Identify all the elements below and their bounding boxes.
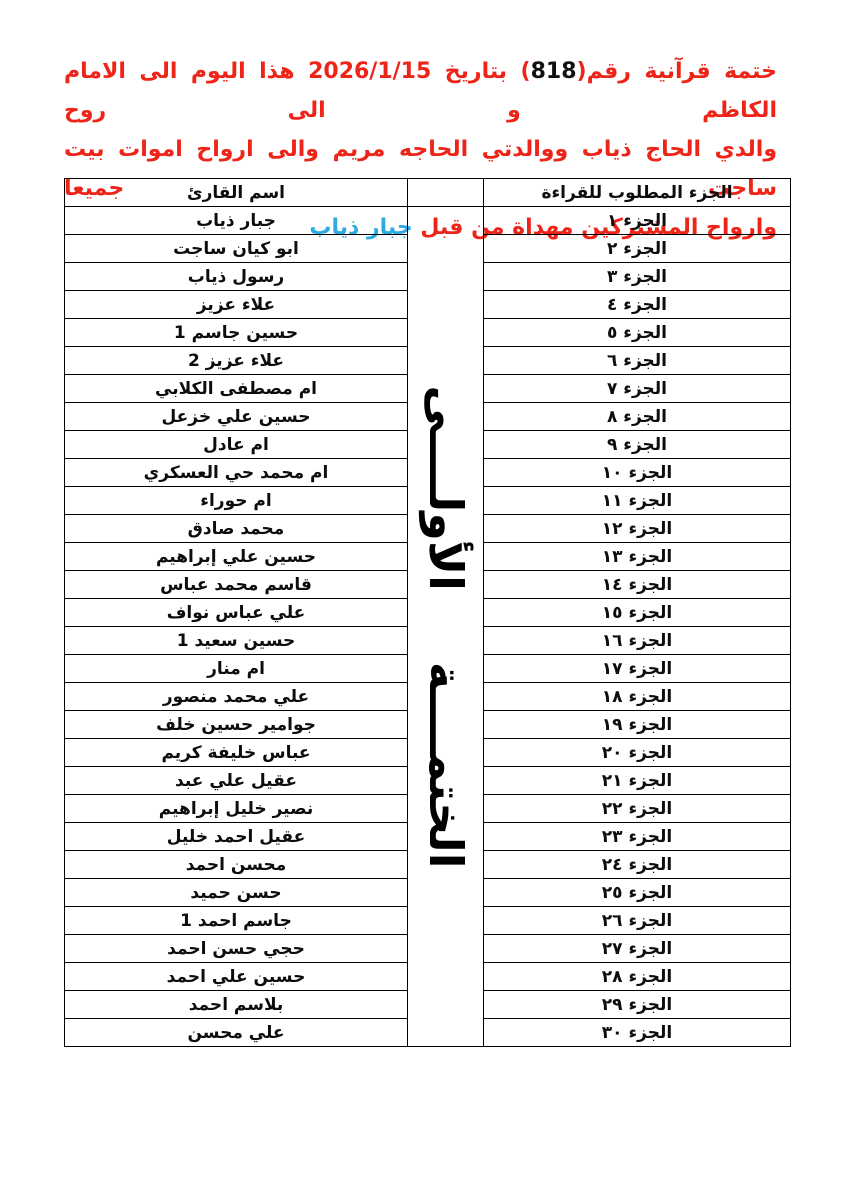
table-row: الجزء ٢٩ بلاسم احمد (64, 990, 791, 1019)
dedication-segment: ختمة قرآنية رقم( (576, 59, 777, 84)
juz-cell: الجزء ٢٦ (483, 906, 791, 935)
juz-cell: الجزء ٣٠ (483, 1018, 791, 1047)
juz-cell: الجزء ١٣ (483, 542, 791, 571)
table-row: الجزء ١١ ام حوراء (64, 486, 791, 515)
juz-cell: الجزء ١٨ (483, 682, 791, 711)
reader-name-cell: ام عادل (64, 430, 408, 459)
reader-name-cell: حسن حميد (64, 878, 408, 907)
reader-name-cell: ام محمد حي العسكري (64, 458, 408, 487)
juz-cell: الجزء ٢٢ (483, 794, 791, 823)
reader-name-cell: حسين علي احمد (64, 962, 408, 991)
table-row: الجزء ١ الختمــــة الأولــــى جبار ذياب (64, 206, 791, 1047)
table-row: الجزء ٢٣ عقيل احمد خليل (64, 822, 791, 851)
table-row: الجزء ٢٤ محسن احمد (64, 850, 791, 879)
table-row: الجزء ٢٨ حسين علي احمد (64, 962, 791, 991)
reader-name-cell: عباس خليفة كريم (64, 738, 408, 767)
table-row: الجزء ٧ ام مصطفى الكلابي (64, 374, 791, 403)
khatma-column-cell: الختمــــة الأولــــى (407, 206, 484, 1047)
table-row: الجزء ١٢ محمد صادق (64, 514, 791, 543)
table-row: الجزء ٢٦ جاسم احمد 1 (64, 906, 791, 935)
juz-cell: الجزء ٨ (483, 402, 791, 431)
table-row: الجزء ١٩ جوامير حسين خلف (64, 710, 791, 739)
juz-cell: الجزء ٦ (483, 346, 791, 375)
reader-name-cell: عقيل احمد خليل (64, 822, 408, 851)
juz-cell: الجزء ١٢ (483, 514, 791, 543)
juz-cell: الجزء ١٤ (483, 570, 791, 599)
table-row: الجزء ٢٧ حجي حسن احمد (64, 934, 791, 963)
dedication-line: ختمة قرآنية رقم(818) بتاريخ 2026/1/15 هذ… (64, 52, 777, 130)
juz-cell: الجزء ٩ (483, 430, 791, 459)
juz-cell: الجزء ٥ (483, 318, 791, 347)
juz-cell: الجزء ١٩ (483, 710, 791, 739)
reader-name-cell: حسين علي إبراهيم (64, 542, 408, 571)
juz-cell: الجزء ٧ (483, 374, 791, 403)
reader-name-cell: رسول ذياب (64, 262, 408, 291)
table-row: الجزء ١٨ علي محمد منصور (64, 682, 791, 711)
khatma-column-header (407, 178, 484, 207)
reader-name-cell: علاء عزيز (64, 290, 408, 319)
reader-name-cell: نصير خليل إبراهيم (64, 794, 408, 823)
juz-cell: الجزء ٢٧ (483, 934, 791, 963)
reader-name-cell: حسين علي خزعل (64, 402, 408, 431)
reader-name-cell: جاسم احمد 1 (64, 906, 408, 935)
table-row: الجزء ١٥ علي عباس نواف (64, 598, 791, 627)
reader-name-cell: ابو كيان ساجت (64, 234, 408, 263)
table-row: الجزء ٤ علاء عزيز (64, 290, 791, 319)
dedication-segment: ) بتاريخ 2026/1/15 هذا اليوم الى الامام … (64, 59, 777, 123)
khatma-vertical-label: الختمــــة الأولــــى (418, 385, 473, 868)
dedication-segment: 818 (530, 59, 577, 84)
name-column-header: اسم القارئ (64, 178, 408, 207)
reader-name-cell: علاء عزيز 2 (64, 346, 408, 375)
reader-name-cell: علي محسن (64, 1018, 408, 1047)
reader-name-cell: قاسم محمد عباس (64, 570, 408, 599)
reader-name-cell: ام حوراء (64, 486, 408, 515)
reader-name-cell: جبار ذياب (64, 206, 408, 235)
table-header-row: الجزء المطلوب للقراءة اسم القارئ (64, 178, 791, 207)
table-row: الجزء ٢٢ نصير خليل إبراهيم (64, 794, 791, 823)
table-row: الجزء ١٤ قاسم محمد عباس (64, 570, 791, 599)
reader-name-cell: حسين جاسم 1 (64, 318, 408, 347)
reader-name-cell: ام منار (64, 654, 408, 683)
juz-column-header: الجزء المطلوب للقراءة (483, 178, 791, 207)
juz-cell: الجزء ١ (483, 206, 791, 235)
reader-name-cell: بلاسم احمد (64, 990, 408, 1019)
juz-cell: الجزء ٢٠ (483, 738, 791, 767)
khatma-table: الجزء المطلوب للقراءة اسم القارئ الجزء ١… (64, 178, 791, 1047)
reader-name-cell: حسين سعيد 1 (64, 626, 408, 655)
reader-name-cell: علي عباس نواف (64, 598, 408, 627)
table-row: الجزء ٢ ابو كيان ساجت (64, 234, 791, 263)
juz-cell: الجزء ١٥ (483, 598, 791, 627)
reader-name-cell: ام مصطفى الكلابي (64, 374, 408, 403)
table-row: الجزء ٨ حسين علي خزعل (64, 402, 791, 431)
reader-name-cell: علي محمد منصور (64, 682, 408, 711)
juz-cell: الجزء ١٦ (483, 626, 791, 655)
table-body: الجزء ١ الختمــــة الأولــــى جبار ذياب الج… (64, 206, 791, 1047)
table-row: الجزء ٩ ام عادل (64, 430, 791, 459)
reader-name-cell: جوامير حسين خلف (64, 710, 408, 739)
reader-name-cell: محمد صادق (64, 514, 408, 543)
juz-cell: الجزء ٢٥ (483, 878, 791, 907)
table-row: الجزء ٣٠ علي محسن (64, 1018, 791, 1047)
juz-cell: الجزء ١١ (483, 486, 791, 515)
juz-cell: الجزء ١٧ (483, 654, 791, 683)
juz-cell: الجزء ٢٣ (483, 822, 791, 851)
juz-cell: الجزء ٤ (483, 290, 791, 319)
table-row: الجزء ١٣ حسين علي إبراهيم (64, 542, 791, 571)
reader-name-cell: محسن احمد (64, 850, 408, 879)
table-row: الجزء ٥ حسين جاسم 1 (64, 318, 791, 347)
juz-cell: الجزء ١٠ (483, 458, 791, 487)
juz-cell: الجزء ٢٩ (483, 990, 791, 1019)
juz-cell: الجزء ٢٨ (483, 962, 791, 991)
juz-cell: الجزء ٢ (483, 234, 791, 263)
table-row: الجزء ٦ علاء عزيز 2 (64, 346, 791, 375)
juz-cell: الجزء ٣ (483, 262, 791, 291)
table-row: الجزء ١٦ حسين سعيد 1 (64, 626, 791, 655)
reader-name-cell: عقيل علي عبد (64, 766, 408, 795)
table-row: الجزء ١٧ ام منار (64, 654, 791, 683)
reader-name-cell: حجي حسن احمد (64, 934, 408, 963)
juz-cell: الجزء ٢٤ (483, 850, 791, 879)
juz-cell: الجزء ٢١ (483, 766, 791, 795)
